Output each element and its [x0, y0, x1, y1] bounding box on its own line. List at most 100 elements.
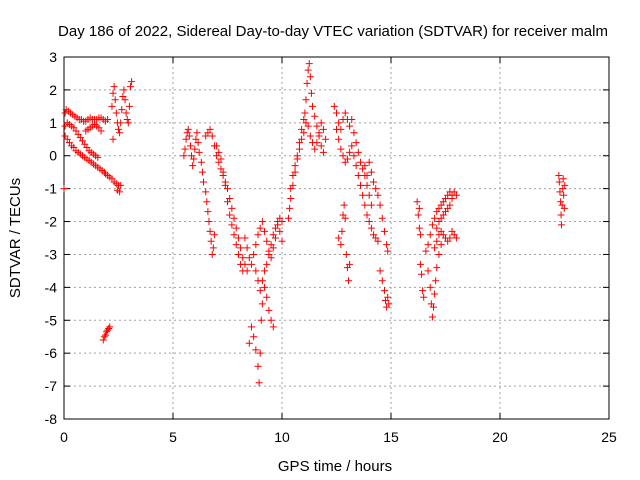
- data-point: [363, 181, 371, 189]
- data-point: [252, 346, 260, 354]
- data-point: [265, 250, 273, 258]
- data-point: [560, 191, 568, 199]
- data-point: [194, 139, 202, 147]
- data-point: [191, 145, 199, 153]
- data-point: [181, 145, 189, 153]
- data-point: [94, 153, 102, 161]
- data-point: [125, 102, 133, 110]
- data-point: [186, 142, 194, 150]
- data-point: [116, 129, 124, 137]
- data-point: [424, 241, 432, 249]
- x-tick-label: 0: [60, 429, 68, 445]
- y-tick-label: -2: [45, 214, 58, 230]
- data-point: [313, 139, 321, 147]
- x-tick-label: 25: [601, 429, 617, 445]
- data-point: [301, 109, 309, 117]
- data-point: [261, 283, 269, 291]
- data-point: [97, 127, 105, 135]
- data-point: [335, 135, 343, 143]
- data-point: [221, 181, 229, 189]
- data-point: [304, 66, 312, 74]
- data-point: [232, 241, 240, 249]
- data-point: [367, 224, 375, 232]
- data-point: [437, 241, 445, 249]
- data-point: [354, 148, 362, 156]
- data-point: [378, 277, 386, 285]
- data-point: [219, 168, 227, 176]
- data-point: [304, 122, 312, 130]
- data-point: [258, 218, 266, 226]
- data-point: [261, 227, 269, 235]
- data-point: [256, 224, 264, 232]
- data-point: [126, 83, 134, 91]
- data-point: [265, 306, 273, 314]
- data-point: [239, 254, 247, 262]
- data-point: [356, 158, 364, 166]
- data-point: [121, 96, 129, 104]
- data-point: [337, 145, 345, 153]
- data-point: [428, 221, 436, 229]
- data-point: [350, 152, 358, 160]
- data-point: [109, 89, 117, 97]
- data-point: [341, 109, 349, 117]
- data-point: [263, 293, 271, 301]
- data-point: [561, 181, 569, 189]
- data-point: [239, 267, 247, 275]
- data-point: [365, 158, 373, 166]
- data-point: [330, 102, 338, 110]
- data-point: [350, 129, 358, 137]
- data-point: [254, 231, 262, 239]
- data-point: [333, 125, 340, 133]
- data-point: [252, 267, 260, 275]
- data-point: [433, 237, 441, 245]
- data-point: [317, 119, 325, 127]
- data-point: [117, 181, 125, 189]
- data-point: [385, 300, 393, 308]
- data-point: [335, 119, 343, 127]
- data-point: [100, 333, 108, 341]
- data-point: [293, 152, 301, 160]
- data-point: [370, 178, 378, 186]
- y-tick-label: 2: [49, 82, 57, 98]
- data-point: [431, 214, 439, 222]
- data-point: [287, 185, 295, 193]
- data-point: [446, 234, 454, 242]
- data-point: [557, 211, 565, 219]
- data-point: [302, 96, 310, 104]
- data-point: [237, 244, 245, 252]
- data-point: [432, 277, 440, 285]
- data-point: [198, 168, 206, 176]
- data-point: [234, 234, 242, 242]
- data-point: [556, 188, 564, 196]
- data-point: [243, 244, 251, 252]
- data-point: [237, 260, 245, 268]
- x-tick-label: 10: [274, 429, 290, 445]
- data-point: [384, 247, 392, 255]
- data-point: [341, 214, 349, 222]
- data-point: [286, 204, 294, 212]
- data-point: [433, 224, 441, 232]
- data-point: [376, 267, 384, 275]
- data-point: [247, 323, 255, 331]
- data-point: [374, 237, 382, 245]
- data-point: [372, 185, 380, 193]
- data-point: [124, 119, 132, 127]
- data-point: [560, 204, 568, 212]
- data-point: [435, 250, 443, 258]
- data-point: [255, 379, 263, 387]
- data-point: [224, 198, 231, 206]
- data-point: [319, 148, 327, 156]
- data-point: [418, 270, 426, 278]
- data-point: [424, 267, 432, 275]
- data-point: [428, 313, 436, 321]
- data-point: [228, 221, 236, 229]
- data-point: [430, 303, 438, 311]
- x-tick-label: 5: [169, 429, 177, 445]
- data-point: [298, 125, 306, 133]
- data-point: [245, 339, 253, 347]
- data-point: [263, 260, 271, 268]
- data-point: [252, 241, 260, 249]
- chart-title: Day 186 of 2022, Sidereal Day-to-day VTE…: [58, 23, 608, 40]
- data-point: [278, 237, 286, 245]
